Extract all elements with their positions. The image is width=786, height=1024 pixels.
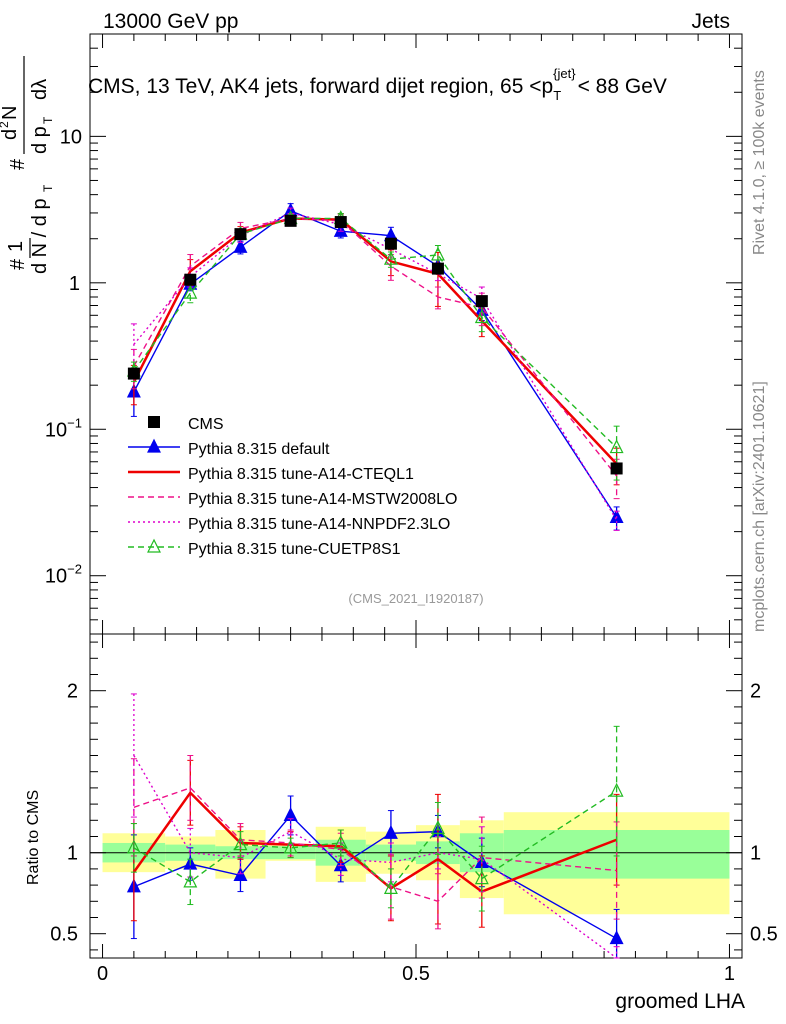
cms-data-point — [234, 228, 247, 241]
main-marker — [474, 309, 489, 324]
svg-text:d N / d p: d N / d p — [29, 198, 51, 274]
svg-text:T: T — [41, 116, 55, 124]
main-marker — [183, 284, 198, 299]
cms-data-point — [610, 462, 623, 475]
svg-text:d p: d p — [29, 126, 51, 154]
ratio-marker — [126, 839, 141, 854]
ratio-marker — [233, 836, 248, 851]
legend-marker — [147, 538, 161, 553]
main-line — [133, 217, 618, 477]
legend-swatch — [148, 416, 160, 428]
mcplots-label: mcplots.cern.ch [arXiv:2401.10621] — [751, 381, 768, 632]
ratio-marker — [609, 782, 624, 797]
header-left: 13000 GeV pp — [103, 10, 238, 33]
main-marker — [430, 246, 445, 261]
ratio-marker — [233, 867, 248, 881]
x-tick-label: 0 — [97, 963, 108, 985]
legend-label: Pythia 8.315 tune-A14-CTEQL1 — [188, 466, 414, 483]
legend-item: Pythia 8.315 tune-A14-CTEQL1 — [128, 466, 414, 483]
title-main: CMS, 13 TeV, AK4 jets, forward dijet reg… — [88, 75, 553, 98]
legend-label: Pythia 8.315 tune-CUETP8S1 — [188, 541, 401, 558]
legend-item: Pythia 8.315 default — [128, 438, 330, 458]
main-marker — [233, 238, 248, 253]
cms-data-point — [284, 214, 297, 227]
ratio-marker — [333, 834, 348, 849]
ratio-y-tick-label-right: 1 — [750, 843, 761, 865]
y-tick-label: 10−1 — [45, 415, 82, 441]
ratio-y-tick-label: 2 — [67, 681, 78, 703]
header-right: Jets — [691, 10, 730, 33]
ratio-marker — [283, 839, 298, 854]
ratio-y-tick-label-right: 0.5 — [750, 924, 778, 946]
title-superscript: {jet} — [553, 66, 576, 81]
ratio-marker — [383, 824, 398, 839]
y-tick-label: 10−2 — [45, 562, 82, 588]
svg-text:T: T — [41, 184, 55, 192]
legend-label: CMS — [188, 416, 224, 433]
ratio-marker — [474, 870, 489, 885]
svg-text:2: 2 — [0, 121, 11, 128]
axis-ticks: 0 0.5 1 10−2 10−1 1 10 0.5 0.5 1 1 2 2 — [45, 33, 778, 985]
data-series — [126, 202, 624, 959]
legend-item: CMS — [148, 416, 224, 433]
ratio-uncertainty-bands — [102, 812, 730, 915]
legend-label: Pythia 8.315 tune-A14-NNPDF2.3LO — [188, 516, 450, 533]
main-line — [133, 217, 618, 449]
svg-text:#: # — [7, 258, 29, 270]
series-pythia-8-315-tune-cuetp8s1 — [126, 210, 624, 912]
title-subscript: T — [553, 88, 561, 103]
series-cms — [127, 214, 623, 475]
ratio-y-axis-label: Ratio to CMS — [25, 790, 42, 885]
legend: CMS Pythia 8.315 default Pythia 8.315 tune… — [128, 416, 457, 558]
cms-data-point — [127, 367, 140, 380]
cms-data-point — [475, 295, 488, 308]
x-tick-label: 0.5 — [402, 963, 430, 985]
svg-text:1: 1 — [5, 241, 27, 252]
y-axis-label: # 1 d N / d p T # d 2 N d p T dλ — [0, 56, 55, 274]
ratio-y-tick-label-right: 2 — [750, 681, 761, 703]
ratio-y-tick-label: 1 — [67, 843, 78, 865]
analysis-id: (CMS_2021_I1920187) — [348, 591, 483, 606]
svg-text:d: d — [0, 129, 21, 140]
ratio-marker — [183, 873, 198, 888]
svg-text:dλ: dλ — [29, 79, 51, 100]
rivet-label: Rivet 4.1.0, ≥ 100k events — [751, 70, 768, 255]
svg-text:N: N — [0, 106, 21, 120]
cms-data-point — [184, 273, 197, 286]
main-marker — [383, 250, 398, 265]
main-marker — [609, 439, 624, 454]
chart-title: CMS, 13 TeV, AK4 jets, forward dijet reg… — [88, 66, 667, 103]
legend-label: Pythia 8.315 tune-A14-MSTW2008LO — [188, 491, 457, 508]
legend-label: Pythia 8.315 default — [188, 441, 330, 458]
ratio-marker — [383, 879, 398, 894]
cms-data-point — [431, 262, 444, 275]
legend-marker — [147, 438, 161, 453]
ratio-marker — [609, 930, 624, 945]
x-tick-label: 1 — [724, 963, 735, 985]
cms-data-point — [384, 237, 397, 250]
y-tick-label: 10 — [60, 126, 82, 148]
y-tick-label: 1 — [69, 273, 80, 295]
legend-item: Pythia 8.315 tune-A14-NNPDF2.3LO — [128, 516, 450, 533]
svg-text:#: # — [7, 158, 29, 170]
legend-item: Pythia 8.315 tune-CUETP8S1 — [128, 538, 401, 558]
ratio-marker — [430, 820, 445, 835]
legend-item: Pythia 8.315 tune-A14-MSTW2008LO — [128, 491, 457, 508]
cms-data-point — [334, 216, 347, 229]
title-tail: < 88 GeV — [578, 75, 667, 98]
ratio-y-tick-label: 0.5 — [50, 924, 78, 946]
x-axis-label: groomed LHA — [615, 990, 745, 1013]
